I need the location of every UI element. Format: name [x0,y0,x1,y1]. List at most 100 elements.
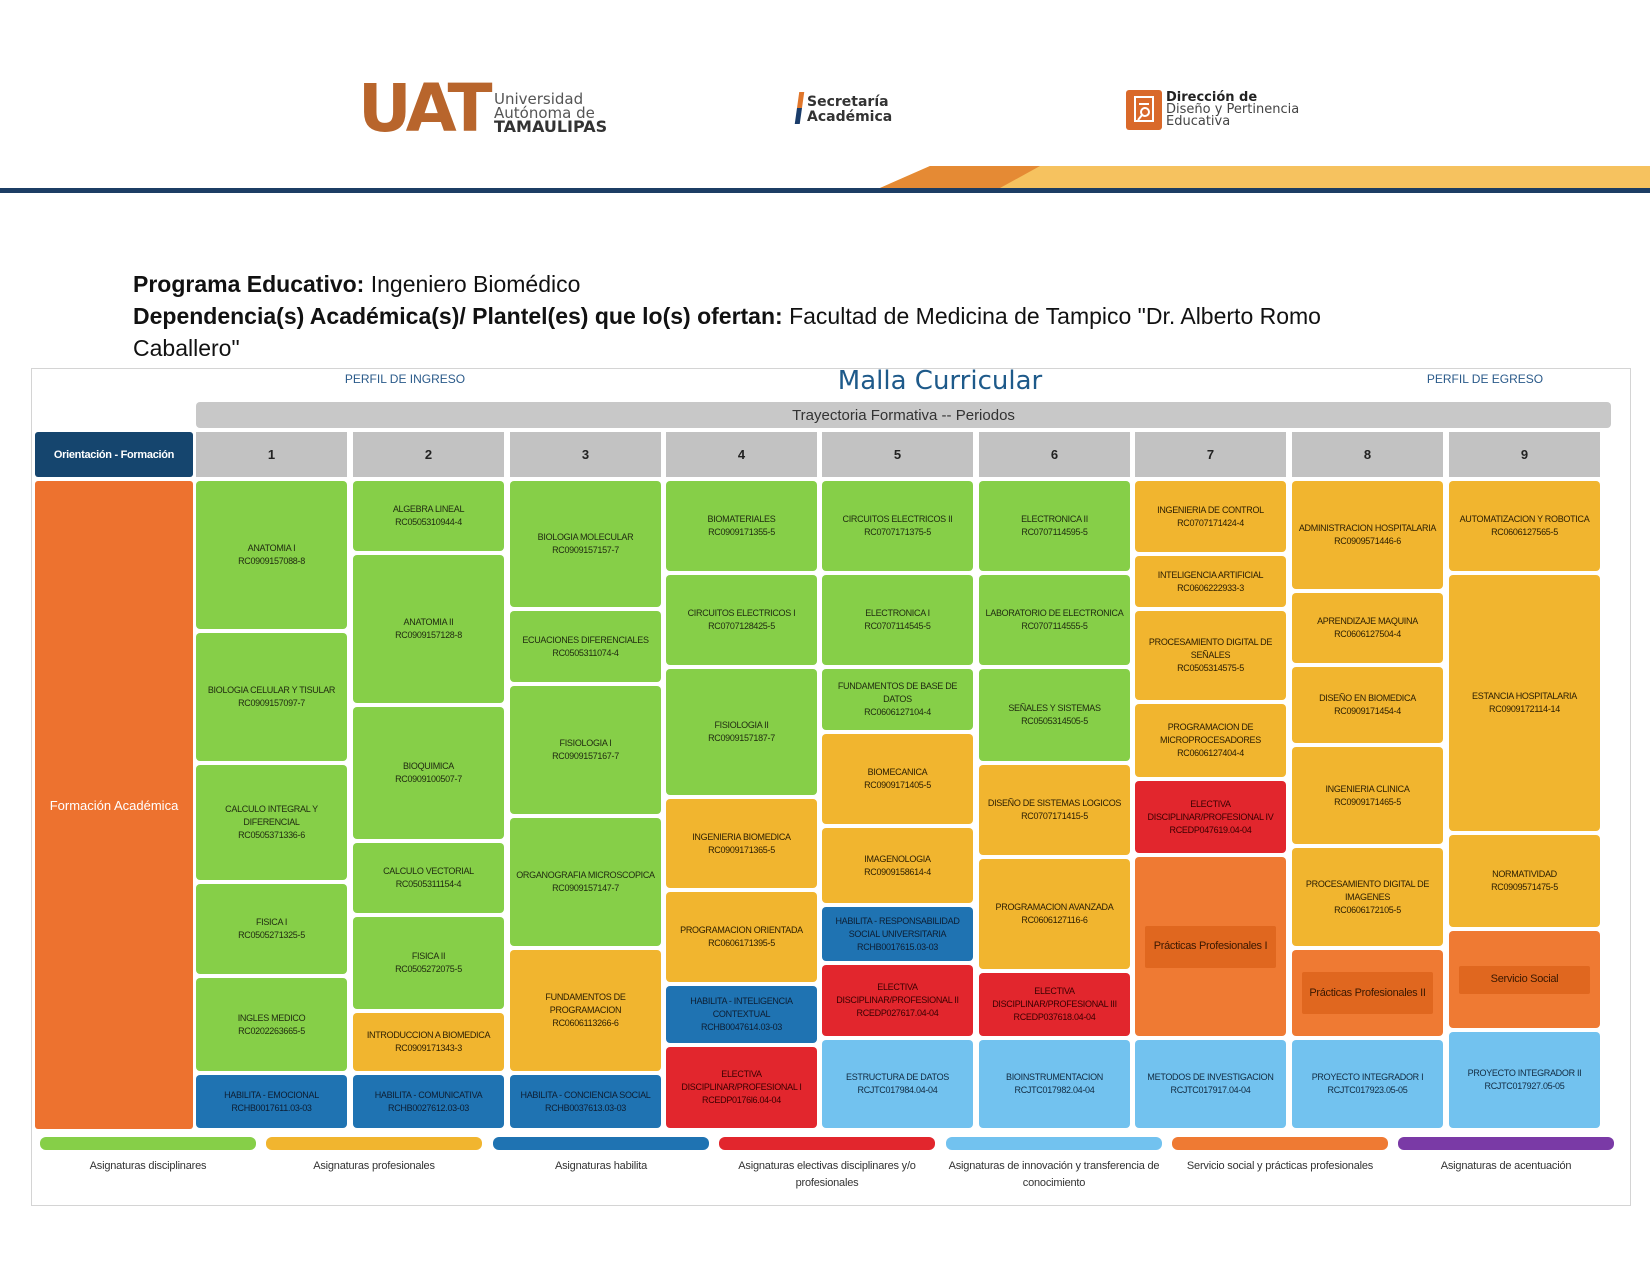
course-cell: PROGRAMACION AVANZADA RC0606127116-6 [979,859,1130,969]
practice-label: Servicio Social [1459,965,1590,994]
course-name: PROYECTO INTEGRADOR I [1311,1072,1424,1082]
course-name: DISEÑO DE SISTEMAS LOGICOS [987,798,1122,808]
course-code: RCJTC017917.04-04 [1170,1085,1251,1095]
period-header-5: 5 [822,432,973,477]
course-cell: CIRCUITOS ELECTRICOS II RC0707171375-5 [822,481,973,571]
legend-label: Asignaturas disciplinares [89,1160,207,1172]
course-name: AUTOMATIZACION Y ROBOTICA [1459,514,1590,524]
course-code: RC0606127565-5 [1491,527,1558,537]
course-cell: ELECTRONICA I RC0707114545-5 [822,575,973,665]
course-code: RC0505311074-4 [552,647,619,658]
course-name: PROGRAMACION DE MICROPROCESADORES [1160,722,1261,745]
course-cell: PROCESAMIENTO DIGITAL DE IMAGENES RC06061… [1292,848,1443,946]
course-code: RC0909158614-4 [864,866,931,877]
course-code: RC0909171465-5 [1334,796,1401,807]
course-cell: BIOLOGIA MOLECULAR RC0909157157-7 [510,481,661,607]
course-code: RC0909171454-4 [1334,706,1401,716]
course-code: RC0909157147-7 [552,883,619,893]
legend-swatch [266,1137,482,1150]
course-code: RC0909157167-7 [552,751,619,761]
legend-swatch [946,1137,1162,1150]
course-code: RC0505311154-4 [395,879,462,889]
course-cell: APRENDIZAJE MAQUINA RC0606127504-4 [1292,593,1443,663]
course-code: RC0707171375-5 [864,527,931,537]
course-code: RCEDP037618.04-04 [1013,1012,1096,1022]
program-value: Ingeniero Biomédico [370,271,581,297]
course-cell: CALCULO VECTORIAL RC0505311154-4 [353,843,504,913]
uat-logo-line3: TAMAULIPAS [494,117,608,136]
course-code: RC0909171355-5 [708,527,775,537]
course-cell: CALCULO INTEGRAL Y DIFERENCIAL RC05053713… [196,765,347,880]
course-name: ELECTIVA DISCIPLINAR/PROFESIONAL I [681,1069,802,1092]
course-cell: PROGRAMACION DE MICROPROCESADORES RC06061… [1135,704,1286,777]
course-code: RC0909157157-7 [552,545,619,555]
course-cell: Servicio Social [1449,931,1600,1028]
course-name: ORGANOGRAFIA MICROSCOPICA [516,870,655,880]
course-cell: BIOINSTRUMENTACION RCJTC017982.04-04 [979,1040,1130,1128]
course-code: RC0606127504-4 [1334,629,1401,639]
course-code: RC0909157128-8 [395,630,462,640]
course-code: RC0909157097-7 [238,698,305,708]
course-cell: Prácticas Profesionales II [1292,950,1443,1036]
course-name: INGENIERIA BIOMEDICA [692,831,791,842]
course-name: BIOINSTRUMENTACION [1006,1072,1103,1082]
course-name: DISEÑO EN BIOMEDICA [1319,693,1416,703]
secretaria-logo: Secretaría Académica [794,90,907,130]
dependencia-value: Facultad de Medicina de Tampico "Dr. Alb… [789,303,1321,329]
course-cell: PROYECTO INTEGRADOR II RCJTC017927.05-05 [1449,1032,1600,1128]
course-code: RCHB0037613.03-03 [545,1102,626,1113]
period-header-1: 1 [196,432,347,477]
course-cell: LABORATORIO DE ELECTRONICA RC0707114555-5 [979,575,1130,665]
course-code: RCEDP047619.04-04 [1169,824,1252,835]
dependencia-label: Dependencia(s) Académica(s)/ Plantel(es)… [133,303,783,329]
course-code: RCHB0027612.03-03 [388,1102,469,1113]
course-name: HABILITA - COMUNICATIVA [374,1089,483,1100]
course-cell: DISEÑO DE SISTEMAS LOGICOS RC0707171415-5 [979,765,1130,855]
course-code: RCJTC017984.04-04 [857,1085,938,1095]
course-cell: METODOS DE INVESTIGACION RCJTC017917.04-0… [1135,1040,1286,1128]
perfil-egreso: PERFIL DE EGRESO [1426,372,1544,386]
course-cell: HABILITA - RESPONSABILIDAD SOCIAL UNIVER… [822,907,973,961]
perfil-ingreso: PERFIL DE INGRESO [344,372,466,386]
legend-swatch [493,1137,709,1150]
practice-label: Prácticas Profesionales II [1302,972,1433,1014]
uat-logo-line1: Universidad [494,90,584,108]
course-code: RC0505314575-5 [1177,663,1244,673]
course-name: HABILITA - RESPONSABILIDAD SOCIAL UNIVER… [835,915,960,939]
course-name: CALCULO VECTORIAL [383,866,474,876]
course-name: FISIOLOGIA II [714,720,769,730]
course-cell: INGENIERIA BIOMEDICA RC0909171365-5 [666,799,817,888]
course-cell: ECUACIONES DIFERENCIALES RC0505311074-4 [510,611,661,682]
uat-logo-line2: Autónoma de [494,104,595,122]
program-label: Programa Educativo: [133,271,365,297]
course-code: RC0909171343-3 [395,1043,462,1053]
course-code: RCEDP0176l6.04-04 [702,1095,781,1105]
course-code: RC0707171415-5 [1021,811,1088,821]
course-cell: INGLES MEDICO RC0202263665-5 [196,978,347,1071]
legend-swatch [719,1137,935,1150]
secretaria-line1: Secretaría [807,94,889,110]
course-cell: FISICA I RC0505271325-5 [196,884,347,974]
formacion-academica: Formación Académica [35,481,193,1129]
course-code: RC0909171365-5 [708,844,775,855]
course-cell: INGENIERIA DE CONTROL RC0707171424-4 [1135,481,1286,552]
course-cell: CIRCUITOS ELECTRICOS I RC0707128425-5 [666,575,817,665]
course-code: RC0909571475-5 [1491,882,1558,892]
course-code: RCJTC017927.05-05 [1484,1081,1565,1091]
legend-label: Servicio social y prácticas profesionale… [1186,1160,1374,1172]
period-header-3: 3 [510,432,661,477]
course-code: RCHB0017611.03-03 [231,1102,312,1113]
ddpe-logo: Dirección de Diseño y Pertinencia Educat… [1126,90,1306,132]
course-name: INGLES MEDICO [237,1012,306,1023]
course-code: RC0505314505-5 [1021,716,1088,726]
course-name: ELECTRONICA I [865,608,930,618]
course-code: RC0606127104-4 [864,707,931,717]
course-code: RC0606171395-5 [708,938,775,948]
uat-logo-mark: UAT [358,70,493,147]
course-code: RCHB0017615.03-03 [857,941,938,952]
course-cell: SEÑALES Y SISTEMAS RC0505314505-5 [979,669,1130,761]
course-name: SEÑALES Y SISTEMAS [1008,703,1101,713]
course-name: FUNDAMENTOS DE PROGRAMACION [545,992,626,1015]
period-header-8: 8 [1292,432,1443,477]
course-cell: FISICA II RC0505272075-5 [353,917,504,1009]
